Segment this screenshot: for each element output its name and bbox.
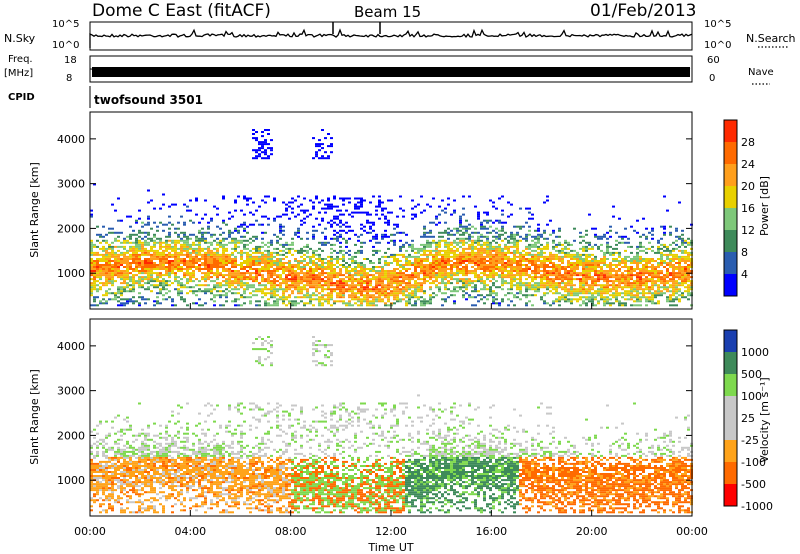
colorbar-tick-label: -25 — [741, 434, 759, 447]
freq-tick-top: 18 — [64, 55, 77, 66]
y-tick-label: 4000 — [57, 340, 85, 353]
colorbar-tick-label: 4 — [741, 268, 748, 281]
x-tick-label: 16:00 — [475, 525, 507, 538]
colorbar-tick-label: -1000 — [741, 500, 773, 513]
colorbar-tick-label: 500 — [741, 368, 762, 381]
colorbar-swatch — [724, 142, 737, 164]
freq-unit: [MHz] — [4, 68, 33, 79]
freq-trace — [92, 67, 690, 77]
colorbar-swatch — [724, 352, 737, 374]
xlabel: Time UT — [367, 541, 413, 554]
velocity-colorbar-label: Velocity [m s⁻¹] — [758, 377, 771, 462]
colorbar-frame — [723, 329, 738, 507]
y-tick-label: 2000 — [57, 222, 85, 235]
y-tick-label: 1000 — [57, 474, 85, 487]
colorbar-swatch — [724, 396, 737, 418]
power-heatmap — [90, 129, 693, 307]
x-tick-label: 00:00 — [74, 525, 106, 538]
nsearch-tick-bottom: 10^0 — [704, 40, 731, 51]
y-tick-label: 2000 — [57, 429, 85, 442]
station-title: Dome C East (fitACF) — [92, 1, 271, 21]
velocity-colorbar: 1000 500 100 25 -25 -100 -500 -1000 — [723, 329, 773, 513]
colorbar-tick-label: 28 — [741, 136, 755, 149]
colorbar-tick-label: 1000 — [741, 346, 769, 359]
beam-title: Beam 15 — [354, 3, 421, 21]
colorbar-swatch — [724, 330, 737, 352]
nave-tick-bottom: 0 — [709, 73, 715, 84]
freq-tick-bottom: 8 — [66, 73, 72, 84]
colorbar-frame — [723, 119, 738, 297]
x-tick-label: 12:00 — [375, 525, 407, 538]
x-tick-label: 20:00 — [576, 525, 608, 538]
colorbar-tick-label: 20 — [741, 180, 755, 193]
colorbar-swatch — [724, 120, 737, 142]
x-tick-label: 00:00 — [676, 525, 708, 538]
nave-tick-top: 60 — [707, 55, 720, 66]
colorbar-tick-label: 12 — [741, 224, 755, 237]
x-tick-label: 04:00 — [174, 525, 206, 538]
nsearch-label: N.Search — [746, 32, 796, 45]
colorbar-swatch — [724, 418, 737, 440]
nsky-trace — [89, 22, 693, 48]
velocity-ylabel: Slant Range [km] — [28, 369, 41, 465]
cpid-label: CPID — [8, 92, 35, 103]
colorbar-tick-label: 25 — [741, 412, 755, 425]
nsky-tick-bottom: 10^0 — [52, 40, 79, 51]
nsky-tick-top: 10^5 — [52, 19, 79, 30]
y-tick-label: 1000 — [57, 267, 85, 280]
colorbar-swatch — [724, 440, 737, 462]
colorbar-swatch — [724, 164, 737, 186]
y-tick-label: 3000 — [57, 385, 85, 398]
power-colorbar-label: Power [dB] — [758, 176, 771, 236]
y-tick-label: 4000 — [57, 133, 85, 146]
colorbar-swatch — [724, 186, 737, 208]
power-ylabel: Slant Range [km] — [28, 162, 41, 258]
colorbar-swatch — [724, 252, 737, 274]
colorbar-tick-label: 24 — [741, 158, 755, 171]
colorbar-tick-label: 16 — [741, 202, 755, 215]
nsearch-tick-top: 10^5 — [704, 19, 731, 30]
y-tick-label: 3000 — [57, 178, 85, 191]
nave-trace — [89, 67, 691, 71]
power-colorbar: 4 8 12 16 20 24 28 — [723, 119, 755, 297]
colorbar-swatch — [724, 208, 737, 230]
freq-label: Freq. — [8, 54, 33, 65]
cpid-value: twofsound 3501 — [94, 93, 203, 107]
colorbar-tick-label: -100 — [741, 456, 766, 469]
x-tick-label: 08:00 — [275, 525, 307, 538]
nsky-label: N.Sky — [4, 32, 36, 45]
velocity-heatmap — [90, 336, 693, 514]
colorbar-tick-label: -500 — [741, 478, 766, 491]
colorbar-swatch — [724, 462, 737, 484]
colorbar-swatch — [724, 374, 737, 396]
power-y-axis: 1000 2000 3000 4000 — [57, 133, 692, 280]
colorbar-swatch — [724, 274, 737, 296]
time-x-axis: 00:00 04:00 08:00 12:00 16:00 20:00 00:00 — [74, 303, 708, 538]
colorbar-tick-label: 8 — [741, 246, 748, 259]
velocity-y-axis: 1000 2000 3000 4000 — [57, 340, 692, 487]
colorbar-tick-label: 100 — [741, 390, 762, 403]
nave-label: Nave — [748, 67, 774, 78]
date-title: 01/Feb/2013 — [590, 1, 696, 21]
colorbar-swatch — [724, 230, 737, 252]
colorbar-swatch — [724, 484, 737, 506]
